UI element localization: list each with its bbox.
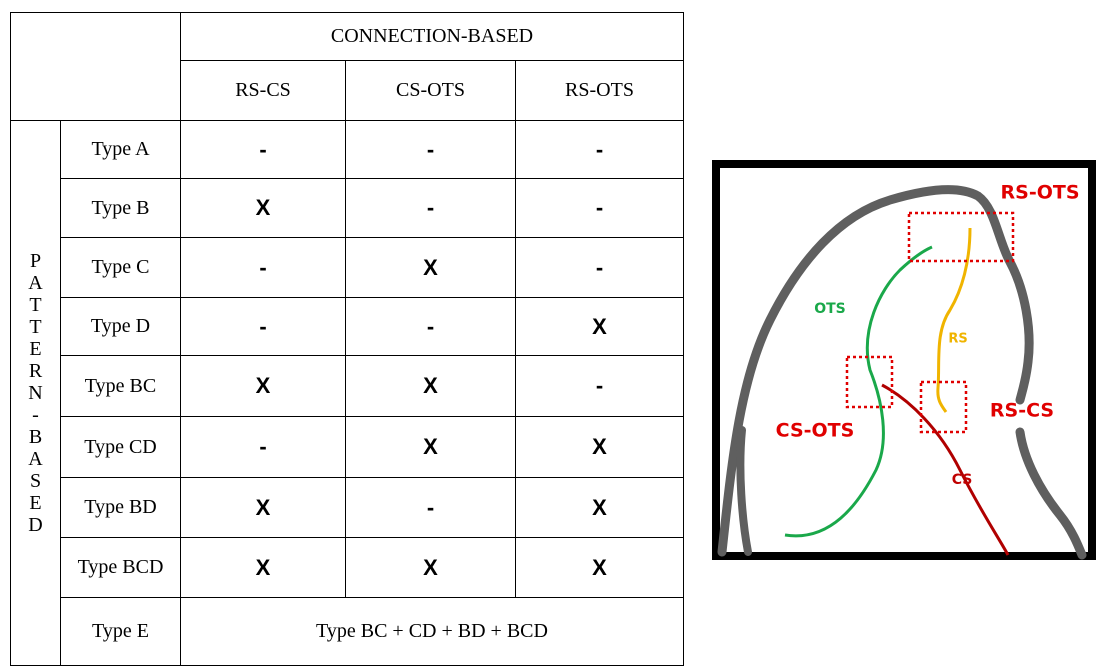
diagram-label: OTS bbox=[814, 301, 846, 317]
row-label: Type B bbox=[60, 178, 181, 238]
summary-row: Type E Type BC + CD + BD + BCD bbox=[11, 597, 684, 666]
cell: - bbox=[345, 477, 516, 538]
diagram-label: RS-OTS bbox=[1001, 182, 1080, 204]
row-label: Type A bbox=[60, 120, 181, 179]
row-label: Type CD bbox=[60, 416, 181, 478]
cell: X bbox=[180, 537, 346, 598]
row-label: Type C bbox=[60, 237, 181, 298]
column-header: RS-OTS bbox=[515, 60, 684, 121]
table-row: Type D--X bbox=[11, 297, 684, 356]
table-row: Type BD X - X bbox=[11, 477, 684, 538]
cs-line bbox=[881, 383, 1010, 556]
cell: X bbox=[180, 355, 346, 417]
classification-table: CONNECTION-BASED RS-CS CS-OTS RS-OTS PATTE… bbox=[10, 12, 684, 666]
row-label: Type D bbox=[60, 297, 181, 356]
cell: X bbox=[515, 477, 684, 538]
cell: - bbox=[180, 297, 346, 356]
cell: X bbox=[515, 416, 684, 478]
ots-line bbox=[784, 245, 933, 538]
sulcus-outline bbox=[1015, 427, 1087, 560]
summary-cell: Type BC + CD + BD + BCD bbox=[180, 597, 684, 666]
row-label: Type BCD bbox=[60, 537, 181, 598]
cell: - bbox=[345, 178, 516, 238]
cell: X bbox=[345, 355, 516, 417]
cell: X bbox=[345, 237, 516, 298]
table-row: Type CD - X X bbox=[11, 416, 684, 478]
table-row: Type C-X- bbox=[11, 237, 684, 298]
cell: - bbox=[515, 237, 684, 298]
diagram-label: RS bbox=[948, 332, 967, 347]
cell: - bbox=[515, 178, 684, 238]
rs-line bbox=[936, 227, 972, 413]
table-row: Type BCD X X X bbox=[11, 537, 684, 598]
cell: - bbox=[515, 355, 684, 417]
diagram-frame bbox=[712, 160, 1096, 560]
sulcus-outline bbox=[717, 185, 1034, 557]
cell: X bbox=[515, 297, 684, 356]
row-group-label: PATTERN-BASED bbox=[24, 250, 47, 536]
diagram-label: CS bbox=[952, 472, 973, 488]
roi-box bbox=[919, 380, 968, 434]
diagram-label: RS-CS bbox=[990, 400, 1054, 422]
cell: X bbox=[345, 537, 516, 598]
roi-box bbox=[845, 355, 894, 409]
cell: X bbox=[180, 477, 346, 538]
roi-box bbox=[907, 211, 1015, 263]
corner-cell bbox=[10, 12, 181, 121]
diagram-label: CS-OTS bbox=[776, 420, 855, 442]
row-label: Type E bbox=[60, 597, 181, 666]
column-header: CS-OTS bbox=[345, 60, 516, 121]
cell: - bbox=[180, 237, 346, 298]
sulcus-outline bbox=[736, 426, 752, 556]
row-label: Type BD bbox=[60, 477, 181, 538]
